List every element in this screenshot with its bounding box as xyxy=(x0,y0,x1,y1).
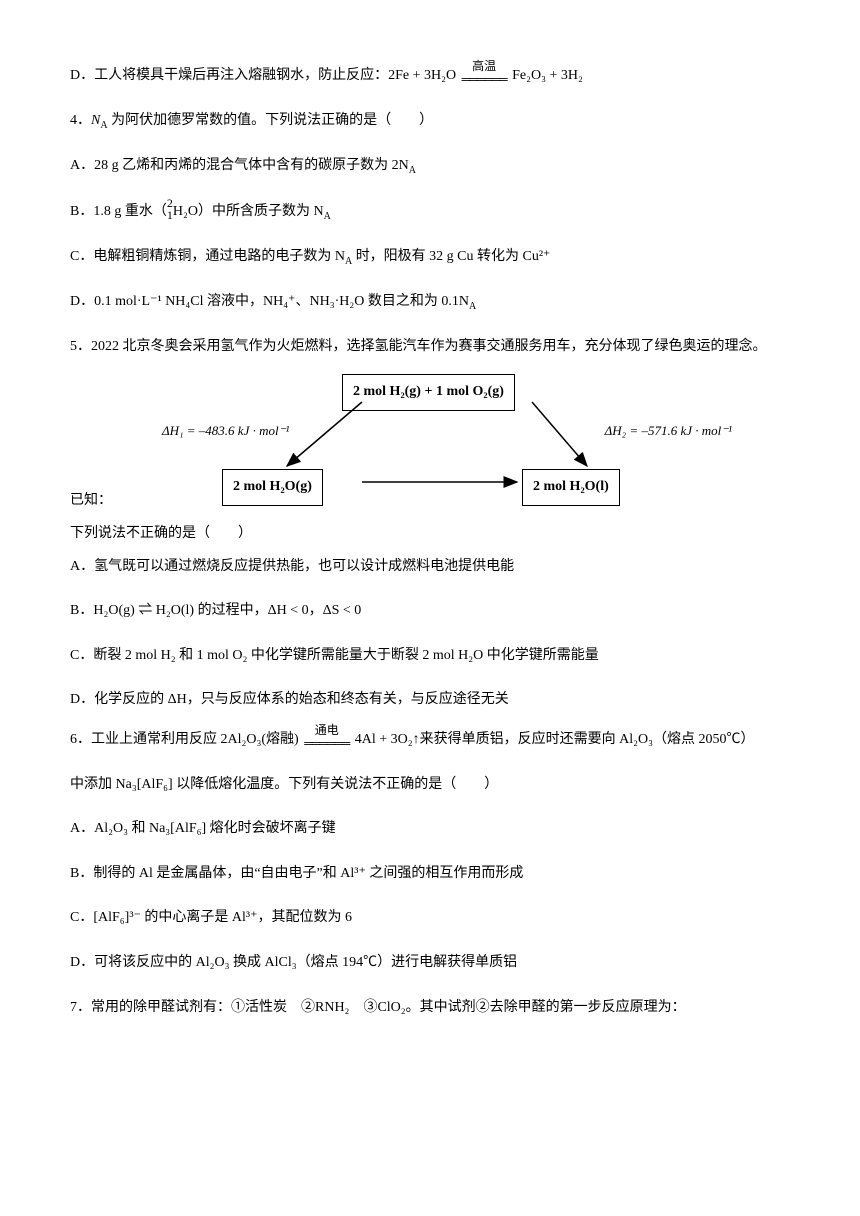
q6-option-a: A．Al₂O₃ 和 Na₃[AlF₆] 熔化时会破坏离子键 xyxy=(70,816,800,843)
gas-arrow-icon: ↑ xyxy=(413,732,420,747)
diagram-arrows xyxy=(192,374,692,504)
q4-option-b: B．1.8 g 重水（21H₂O）中所含质子数为 NA xyxy=(70,197,800,226)
q6-stem-line1: 6．工业上通常利用反应 2Al₂O₃(熔融) 通电 ══════ 4Al + 3… xyxy=(70,724,800,754)
q6-stem-line2: 中添加 Na₃[AlF₆] 以降低熔化温度。下列有关说法不正确的是（ ） xyxy=(70,772,800,799)
text: D．工人将模具干燥后再注入熔融钢水，防止反应：2Fe + 3H xyxy=(70,68,441,83)
text: Fe₂O₃ + 3H₂ xyxy=(512,68,583,83)
q4-stem: 4．NA 为阿伏加德罗常数的值。下列说法正确的是（ ） xyxy=(70,108,800,135)
q5-option-c: C．断裂 2 mol H₂ 和 1 mol O₂ 中化学键所需能量大于断裂 2 … xyxy=(70,643,800,670)
q4-option-c: C．电解粗铜精炼铜，通过电路的电子数为 NA 时，阳极有 32 g Cu 转化为… xyxy=(70,244,800,271)
q5-ask: 下列说法不正确的是（ ） xyxy=(70,521,800,548)
q6-option-d: D．可将该反应中的 Al₂O₃ 换成 AlCl₃（熔点 194℃）进行电解获得单… xyxy=(70,950,800,977)
energy-diagram: 2 mol H₂(g) + 1 mol O₂(g) 2 mol H₂O(g) 2… xyxy=(192,374,692,515)
q7-stem: 7．常用的除甲醛试剂有：①活性炭 ②RNH₂ ③ClO₂。其中试剂②去除甲醛的第… xyxy=(70,995,800,1022)
q5-option-b: B．H₂O(g) ⇌ H₂O(l) 的过程中，ΔH < 0，ΔS < 0 xyxy=(70,598,800,625)
q4-option-d: D．0.1 mol·L⁻¹ NH₄Cl 溶液中，NH₄⁺、NH₃·H₂O 数目之… xyxy=(70,289,800,316)
q5-option-a: A．氢气既可以通过燃烧反应提供热能，也可以设计成燃料电池提供电能 xyxy=(70,554,800,581)
q5-stem: 5．2022 北京冬奥会采用氢气作为火炬燃料，选择氢能汽车作为赛事交通服务用车，… xyxy=(70,334,800,361)
electrolysis-condition: 通电 ══════ xyxy=(304,724,349,750)
q4-option-a: A．28 g 乙烯和丙烯的混合气体中含有的碳原子数为 2NA xyxy=(70,153,800,180)
prev-option-d: D．工人将模具干燥后再注入熔融钢水，防止反应：2Fe + 3H₂O 高温 ═══… xyxy=(70,60,800,90)
q5-option-d: D．化学反应的 ΔH，只与反应体系的始态和终态有关，与反应途径无关 xyxy=(70,687,800,714)
q6-option-c: C．[AlF₆]³⁻ 的中心离子是 Al³⁺，其配位数为 6 xyxy=(70,905,800,932)
reaction-condition: 高温 ══════ xyxy=(462,60,507,86)
q5-known-label: 已知： xyxy=(70,488,112,515)
q6-option-b: B．制得的 Al 是金属晶体，由“自由电子”和 Al³⁺ 之间强的相互作用而形成 xyxy=(70,861,800,888)
